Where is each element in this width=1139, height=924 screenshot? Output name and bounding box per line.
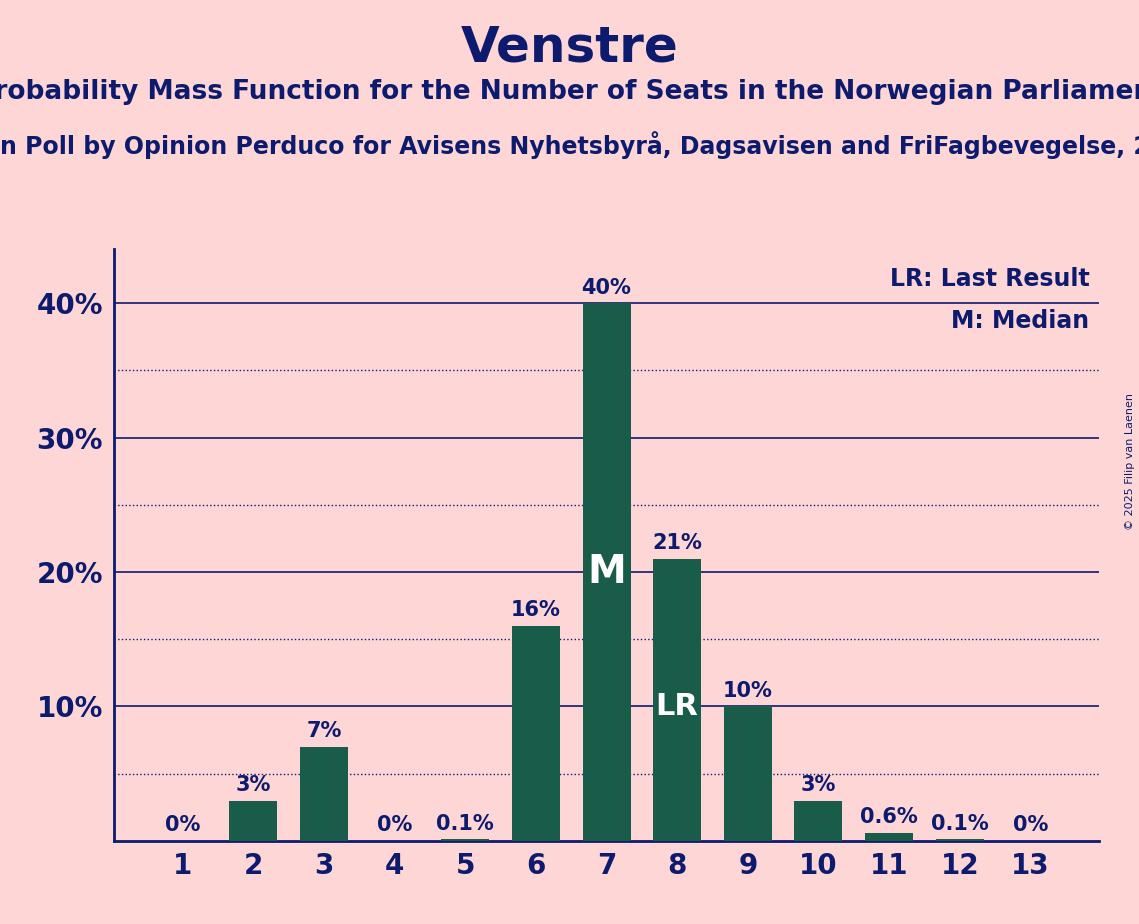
Bar	[794, 800, 843, 841]
Text: © 2025 Filip van Laenen: © 2025 Filip van Laenen	[1125, 394, 1134, 530]
Text: 0.1%: 0.1%	[436, 814, 494, 834]
Bar	[653, 559, 702, 841]
Text: 0%: 0%	[1013, 816, 1048, 835]
Bar	[229, 800, 278, 841]
Text: LR: Last Result: LR: Last Result	[890, 267, 1089, 291]
Text: 21%: 21%	[653, 533, 702, 553]
Text: 40%: 40%	[582, 278, 631, 298]
Text: 0%: 0%	[377, 816, 412, 835]
Bar	[511, 626, 560, 841]
Text: 0.6%: 0.6%	[860, 808, 918, 827]
Text: 16%: 16%	[511, 601, 560, 620]
Bar	[441, 840, 490, 841]
Bar	[865, 833, 913, 841]
Text: Venstre: Venstre	[460, 23, 679, 71]
Bar	[935, 840, 984, 841]
Text: 3%: 3%	[801, 775, 836, 796]
Bar	[582, 303, 631, 841]
Text: LR: LR	[656, 692, 698, 721]
Bar	[723, 707, 772, 841]
Text: 10%: 10%	[723, 681, 772, 701]
Text: 7%: 7%	[306, 722, 342, 741]
Text: Probability Mass Function for the Number of Seats in the Norwegian Parliament: Probability Mass Function for the Number…	[0, 79, 1139, 104]
Bar	[300, 747, 349, 841]
Text: M: M	[587, 553, 626, 591]
Text: M: Median: M: Median	[951, 309, 1089, 333]
Text: 3%: 3%	[236, 775, 271, 796]
Text: 0.1%: 0.1%	[931, 814, 989, 834]
Text: n Poll by Opinion Perduco for Avisens Nyhetsbyrå, Dagsavisen and FriFagbevegelse: n Poll by Opinion Perduco for Avisens Ny…	[0, 131, 1139, 159]
Text: 0%: 0%	[165, 816, 200, 835]
